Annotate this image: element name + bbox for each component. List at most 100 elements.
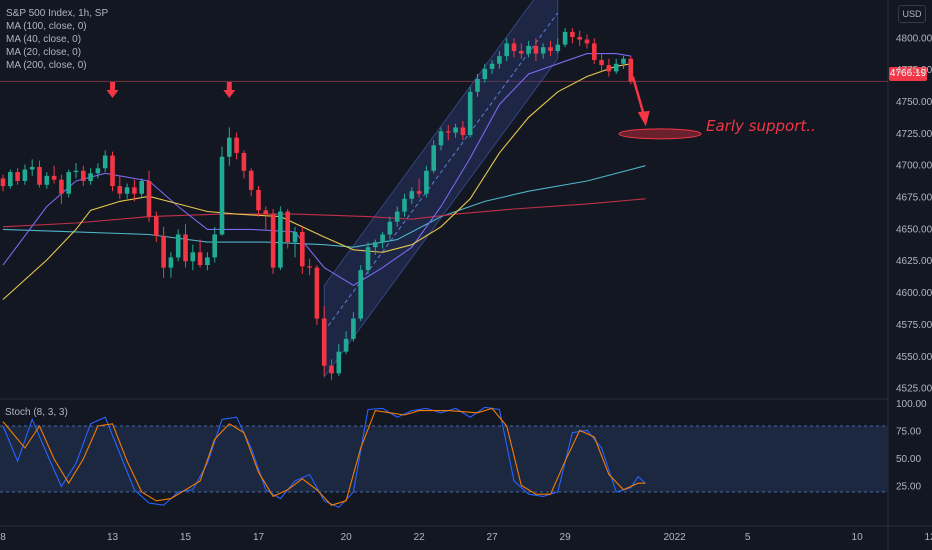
candle xyxy=(168,252,174,278)
candle xyxy=(409,187,415,204)
candle xyxy=(37,160,42,188)
candle xyxy=(248,168,254,197)
candle xyxy=(431,140,436,174)
legend-ma200: MA (200, close, 0) xyxy=(6,60,87,71)
candle xyxy=(467,86,473,138)
candle xyxy=(343,331,349,355)
time-tick-label: 20 xyxy=(341,532,353,543)
candle-body xyxy=(482,68,488,80)
candle xyxy=(504,38,509,62)
candle-body xyxy=(446,131,451,133)
price-tick-label: 4650.00 xyxy=(896,224,932,235)
ma20-line xyxy=(2,63,631,300)
candle xyxy=(533,38,539,62)
candle-body xyxy=(555,44,561,52)
channel-midline xyxy=(323,12,559,332)
candle xyxy=(460,121,466,141)
candle-body xyxy=(424,170,429,194)
candle xyxy=(205,252,210,271)
candle-body xyxy=(307,266,312,268)
price-tick-label: 4525.00 xyxy=(896,384,932,395)
candle-body xyxy=(190,252,196,262)
candle-body xyxy=(519,51,524,54)
candle-body xyxy=(621,58,626,64)
candle xyxy=(270,209,276,274)
stoch-tick-label: 75.00 xyxy=(896,427,921,438)
candle xyxy=(446,124,451,141)
candle xyxy=(234,132,239,160)
candle xyxy=(453,123,458,138)
stoch-title: Stoch (8, 3, 3) xyxy=(5,407,68,418)
candle-body xyxy=(511,43,517,52)
candle xyxy=(577,30,582,46)
candle xyxy=(621,56,626,69)
candle-body xyxy=(81,170,86,181)
candle xyxy=(124,183,130,199)
candle xyxy=(139,178,144,198)
candle xyxy=(15,168,20,185)
candle-body xyxy=(15,172,20,181)
candle-body xyxy=(124,187,130,194)
time-tick-label: 13 xyxy=(107,532,119,543)
candle xyxy=(73,163,79,179)
candle-body xyxy=(336,351,342,374)
candle-body xyxy=(154,216,159,236)
candle xyxy=(584,34,590,49)
candle-body xyxy=(292,231,298,243)
time-tick-label: 5 xyxy=(745,532,751,543)
candle-body xyxy=(278,211,283,268)
candle xyxy=(241,150,247,179)
candle-body xyxy=(358,270,363,319)
candle xyxy=(329,359,334,380)
legend-ma40: MA (40, close, 0) xyxy=(6,34,82,45)
candle-body xyxy=(88,173,93,181)
candle-body xyxy=(197,252,203,266)
candle xyxy=(424,165,429,198)
stoch-d-line xyxy=(2,407,646,506)
candle-body xyxy=(394,211,400,222)
candle-body xyxy=(241,152,247,171)
candle-body xyxy=(504,43,509,57)
candle-body xyxy=(599,59,604,66)
candle-body xyxy=(329,365,334,374)
candle xyxy=(358,265,363,322)
candle xyxy=(519,43,524,59)
candle-body xyxy=(497,56,502,64)
candle xyxy=(154,211,159,243)
candle xyxy=(540,43,546,59)
candle xyxy=(22,164,28,185)
candle-body xyxy=(373,242,378,248)
candle-body xyxy=(183,234,188,262)
candle xyxy=(102,150,108,173)
candle xyxy=(117,175,123,199)
time-tick-label: 27 xyxy=(487,532,499,543)
candle-body xyxy=(613,63,619,72)
price-tick-label: 4550.00 xyxy=(896,352,932,363)
stoch-band xyxy=(0,426,888,492)
candle xyxy=(161,226,166,278)
candle-body xyxy=(314,267,320,319)
candle-body xyxy=(300,231,305,267)
candle xyxy=(606,58,612,77)
candle xyxy=(402,193,407,217)
channel-band xyxy=(323,0,559,379)
candle-body xyxy=(453,127,458,133)
candle-body xyxy=(548,47,553,52)
candle-body xyxy=(387,221,393,235)
candle xyxy=(190,244,196,271)
candle-body xyxy=(321,318,327,366)
candle xyxy=(95,163,101,179)
candle-body xyxy=(628,58,634,82)
candle xyxy=(628,56,634,85)
time-tick-label: 22 xyxy=(414,532,426,543)
time-tick-label: 15 xyxy=(180,532,192,543)
candle xyxy=(146,170,152,222)
candle-body xyxy=(37,166,42,185)
currency-button[interactable]: USD xyxy=(898,5,926,23)
candle-body xyxy=(66,172,71,194)
candle xyxy=(132,179,137,202)
candle-body xyxy=(489,63,495,69)
candle-body xyxy=(409,191,415,199)
projection-arrow-head xyxy=(637,110,650,127)
